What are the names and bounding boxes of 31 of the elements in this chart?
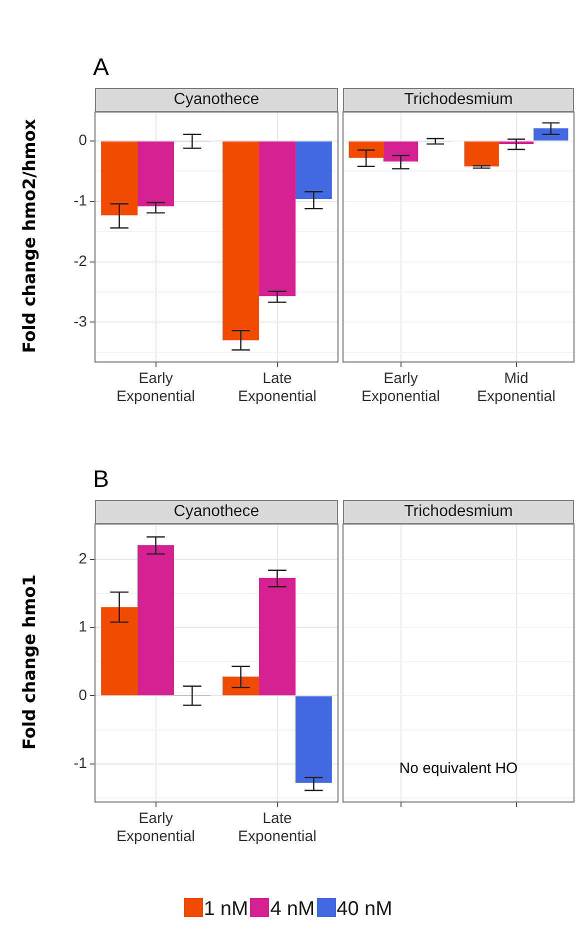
y-tick-label: -1 <box>74 754 87 772</box>
x-tick-label: Early Exponential <box>362 370 440 406</box>
chart-title: B <box>93 466 110 494</box>
y-tick-label: 1 <box>78 618 87 636</box>
y-axis-title: Fold change hmo1 <box>20 573 40 752</box>
legend-label: 4 nM <box>269 898 315 921</box>
annotation: No equivalent HO <box>398 760 519 778</box>
bar <box>222 676 260 696</box>
x-tick-label: Early Exponential <box>116 810 195 846</box>
y-tick-label: -1 <box>74 192 87 210</box>
chart-subtitle: Trichodesmium <box>343 500 574 524</box>
bar <box>295 696 332 783</box>
y-tick-label: 0 <box>78 132 87 150</box>
bar <box>101 607 138 696</box>
legend-label: 40 nM <box>336 898 392 921</box>
bar <box>138 545 174 696</box>
chart-subtitle: Cyanothece <box>95 500 338 524</box>
x-tick-label: Early Exponential <box>116 370 195 406</box>
x-tick-label: Mid Exponential <box>477 370 556 406</box>
y-tick-label: 2 <box>78 550 87 568</box>
chart-subtitle: Cyanothece <box>95 88 338 112</box>
chart-title: A <box>93 54 110 82</box>
y-axis-title: Fold change hmo2/hmox <box>20 118 40 355</box>
y-tick-label: 0 <box>78 686 87 704</box>
bar <box>259 578 296 696</box>
y-tick-label: -2 <box>74 252 87 270</box>
x-tick-label: Late Exponential <box>238 370 316 406</box>
legend-label: 1 nM <box>202 898 248 921</box>
y-tick-label: -3 <box>74 313 87 330</box>
x-tick-label: Late Exponential <box>238 810 316 846</box>
chart-subtitle: Trichodesmium <box>343 88 574 112</box>
